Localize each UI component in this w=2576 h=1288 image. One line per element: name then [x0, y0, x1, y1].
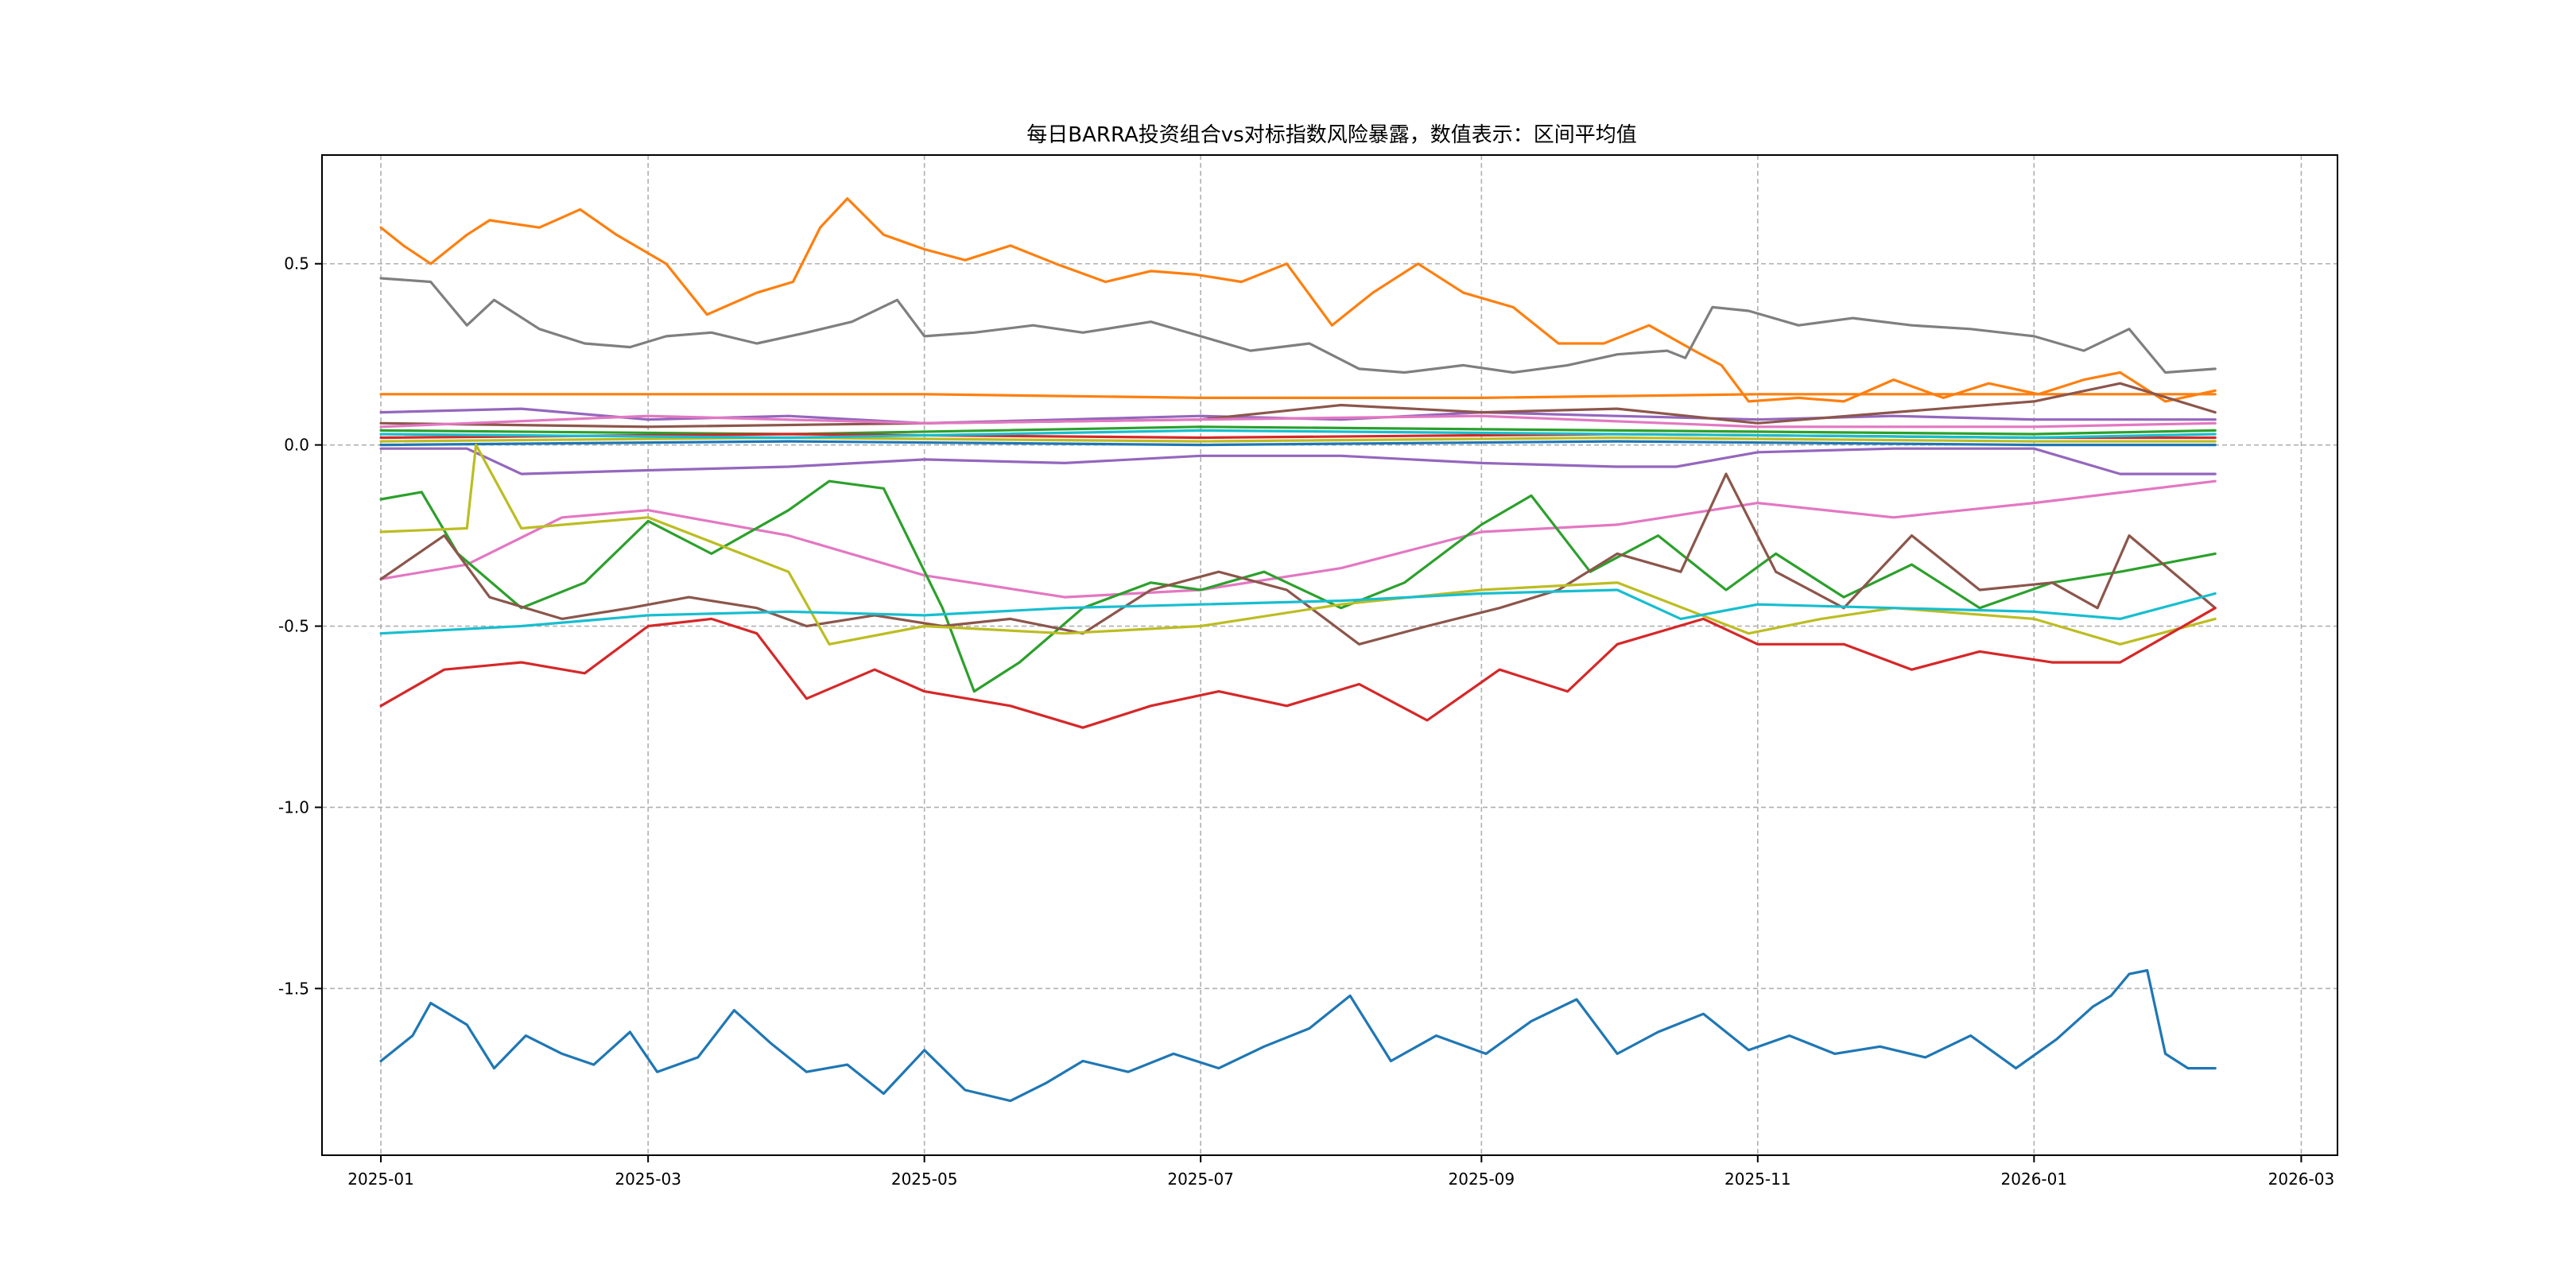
y-tick-label: -0.5: [278, 617, 309, 636]
grid: [322, 155, 2337, 1155]
series-line-12: [379, 440, 2217, 447]
series-line-1: [379, 968, 2217, 1103]
series-line-6: [379, 382, 2217, 429]
series-group: [379, 197, 2217, 1103]
x-tick-label: 2025-05: [891, 1170, 958, 1189]
series-line-16: [379, 472, 2217, 646]
y-tick-label: -1.0: [278, 797, 309, 817]
plot-frame: [321, 154, 2338, 1156]
y-tick-label: 0.5: [284, 254, 309, 274]
y-tick-label: -1.5: [278, 979, 309, 998]
series-line-14: [379, 479, 2217, 599]
series-line-15: [379, 479, 2217, 693]
series-line-3: [379, 277, 2217, 374]
series-line-11: [379, 429, 2217, 440]
x-tick-label: 2025-09: [1449, 1170, 1515, 1189]
series-line-18: [379, 588, 2217, 635]
series-line-7: [379, 414, 2217, 429]
x-tick-label: 2025-07: [1167, 1170, 1234, 1189]
series-line-13: [379, 447, 2217, 475]
x-tick-label: 2026-01: [2001, 1170, 2068, 1189]
series-line-2: [379, 197, 2217, 403]
y-tick-label: 0.0: [284, 436, 309, 455]
series-line-10: [379, 436, 2217, 443]
x-tick-label: 2025-11: [1724, 1170, 1791, 1189]
x-tick-label: 2026-03: [2268, 1170, 2335, 1189]
series-line-5: [379, 393, 2217, 399]
series-line-19: [379, 607, 2217, 729]
chart-title: 每日BARRA投资组合vs对标指数风险暴露，数值表示：区间平均值: [1026, 123, 1636, 147]
x-tick-label: 2025-01: [347, 1170, 414, 1189]
axes: 2025-01 2025-03 2025-05 2025-07 2025-09 2025-…: [278, 254, 2334, 1189]
x-tick-label: 2025-03: [615, 1170, 681, 1189]
